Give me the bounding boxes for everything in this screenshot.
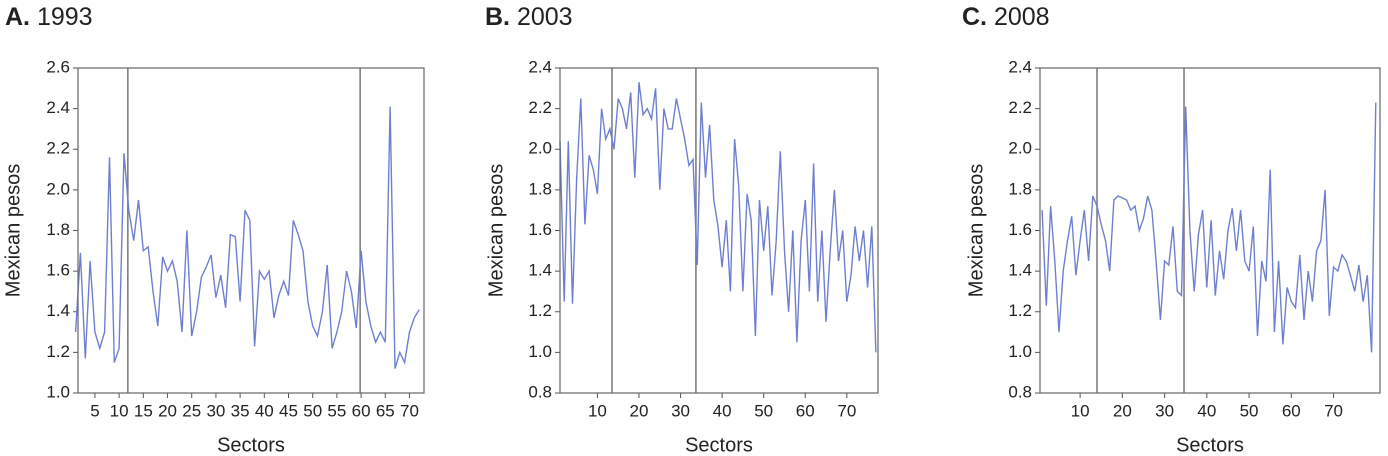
y-tick-label: 1.0 — [46, 382, 70, 401]
y-tick-label: 1.4 — [1008, 261, 1032, 280]
y-tick-label: 1.6 — [528, 220, 552, 239]
y-axis-label: Mexican pesos — [965, 164, 987, 297]
y-tick-label: 1.2 — [46, 342, 70, 361]
y-tick-label: 1.2 — [1008, 301, 1032, 320]
y-tick-label: 1.4 — [528, 261, 552, 280]
x-tick-label: 70 — [837, 401, 856, 420]
panel-title: C. 2008 — [962, 3, 1050, 31]
panel: B. 2003 Mexican pesos Sectors 0.8 1.0 1.2 1.4 1… — [485, 3, 879, 456]
x-tick-label: 35 — [231, 401, 250, 420]
x-tick-label: 25 — [182, 401, 201, 420]
x-tick-label: 10 — [1071, 401, 1090, 420]
x-tick-label: 40 — [713, 401, 732, 420]
y-tick-label: 1.8 — [1008, 179, 1032, 198]
panel-year: 2008 — [994, 3, 1050, 31]
y-tick-label: 2.0 — [1008, 139, 1032, 158]
y-tick-label: 1.4 — [46, 301, 70, 320]
x-tick-label: 5 — [90, 401, 99, 420]
x-tick-label: 30 — [206, 401, 225, 420]
y-tick-label: 1.0 — [528, 342, 552, 361]
panel-year: 1993 — [37, 3, 93, 31]
x-tick-label: 30 — [1155, 401, 1174, 420]
y-tick-label: 1.0 — [1008, 342, 1032, 361]
x-tick-label: 10 — [588, 401, 607, 420]
y-axis-label: Mexican pesos — [485, 164, 507, 297]
panel-title: B. 2003 — [485, 3, 573, 31]
data-line — [74, 106, 420, 369]
x-tick-label: 60 — [796, 401, 815, 420]
y-tick-label: 2.2 — [1008, 98, 1032, 117]
x-tick-label: 40 — [1197, 401, 1216, 420]
x-tick-label: 70 — [400, 401, 419, 420]
x-tick-label: 40 — [255, 401, 274, 420]
plot-frame — [1039, 67, 1381, 394]
y-tick-label: 1.6 — [46, 261, 70, 280]
y-tick-label: 2.2 — [46, 139, 70, 158]
x-tick-label: 60 — [352, 401, 371, 420]
x-axis-label: Sectors — [1176, 434, 1244, 456]
x-tick-label: 55 — [327, 401, 346, 420]
panel: A. 1993 Mexican pesos Sectors 1.0 1.2 1.4 1.6 1… — [2, 3, 425, 456]
x-tick-label: 45 — [279, 401, 298, 420]
y-tick-label: 1.6 — [1008, 220, 1032, 239]
x-axis-label: Sectors — [685, 434, 753, 456]
y-tick-label: 2.4 — [1008, 57, 1032, 76]
panel-letter: A. — [5, 3, 30, 31]
y-tick-label: 1.8 — [46, 220, 70, 239]
x-tick-label: 20 — [630, 401, 649, 420]
y-tick-label: 0.8 — [1008, 382, 1032, 401]
x-tick-label: 50 — [303, 401, 322, 420]
x-tick-label: 10 — [110, 401, 129, 420]
y-tick-label: 1.8 — [528, 179, 552, 198]
y-tick-label: 2.2 — [528, 98, 552, 117]
x-tick-label: 50 — [754, 401, 773, 420]
y-tick-label: 2.6 — [46, 57, 70, 76]
x-tick-label: 50 — [1240, 401, 1259, 420]
y-tick-label: 2.4 — [46, 98, 70, 117]
panel-letter: C. — [962, 3, 987, 31]
y-axis-label: Mexican pesos — [2, 164, 24, 297]
panel-year: 2003 — [517, 3, 573, 31]
y-tick-label: 1.2 — [528, 301, 552, 320]
panel: C. 2008 Mexican pesos Sectors 0.8 1.0 1.2 1.4 1… — [962, 3, 1381, 456]
y-tick-label: 2.0 — [528, 139, 552, 158]
x-tick-label: 65 — [376, 401, 395, 420]
panel-title: A. 1993 — [5, 3, 93, 31]
plot-frame — [77, 67, 425, 394]
data-line — [559, 82, 877, 353]
x-tick-label: 20 — [158, 401, 177, 420]
x-tick-label: 30 — [671, 401, 690, 420]
y-tick-label: 2.4 — [528, 57, 552, 76]
data-line — [1041, 102, 1377, 353]
y-tick-label: 0.8 — [528, 382, 552, 401]
x-tick-label: 20 — [1113, 401, 1132, 420]
y-tick-label: 2.0 — [46, 179, 70, 198]
x-tick-label: 70 — [1324, 401, 1343, 420]
x-axis-label: Sectors — [217, 434, 285, 456]
x-tick-label: 60 — [1282, 401, 1301, 420]
plot-frame — [559, 67, 879, 394]
x-tick-label: 15 — [134, 401, 153, 420]
panel-letter: B. — [485, 3, 510, 31]
